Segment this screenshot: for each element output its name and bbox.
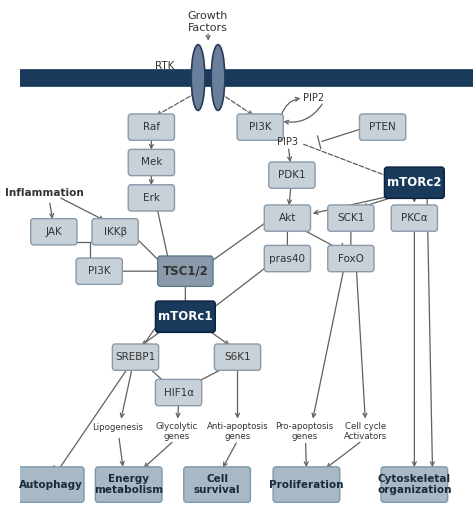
FancyBboxPatch shape xyxy=(155,379,202,406)
FancyBboxPatch shape xyxy=(328,205,374,231)
Text: FoxO: FoxO xyxy=(338,254,364,264)
Text: PI3K: PI3K xyxy=(249,122,272,132)
FancyBboxPatch shape xyxy=(214,344,261,370)
Text: Akt: Akt xyxy=(279,213,296,223)
FancyBboxPatch shape xyxy=(381,467,447,502)
Text: Autophagy: Autophagy xyxy=(19,480,82,490)
Text: Pro-apoptosis
genes: Pro-apoptosis genes xyxy=(275,422,333,441)
FancyBboxPatch shape xyxy=(158,256,213,286)
FancyBboxPatch shape xyxy=(31,219,77,245)
Text: Lipogenesis: Lipogenesis xyxy=(92,423,143,432)
Text: SCK1: SCK1 xyxy=(337,213,365,223)
Text: Cytoskeletal
organization: Cytoskeletal organization xyxy=(377,474,452,495)
Text: Cell cycle
Activators: Cell cycle Activators xyxy=(344,422,387,441)
Text: Growth
Factors: Growth Factors xyxy=(188,11,228,33)
FancyBboxPatch shape xyxy=(184,467,250,502)
Text: Inflammation: Inflammation xyxy=(5,188,84,198)
FancyBboxPatch shape xyxy=(76,258,122,284)
Ellipse shape xyxy=(211,45,225,111)
Text: PKCα: PKCα xyxy=(401,213,428,223)
Text: Energy
metabolism: Energy metabolism xyxy=(94,474,163,495)
Text: PIP2: PIP2 xyxy=(303,93,324,103)
Text: Mek: Mek xyxy=(141,158,162,167)
Text: RTK: RTK xyxy=(155,61,174,71)
FancyBboxPatch shape xyxy=(92,219,138,245)
FancyBboxPatch shape xyxy=(128,114,174,140)
Text: TSC1/2: TSC1/2 xyxy=(163,265,208,278)
Text: PI3K: PI3K xyxy=(88,266,110,276)
Text: S6K1: S6K1 xyxy=(224,352,251,362)
Text: HIF1α: HIF1α xyxy=(164,387,194,397)
Text: mTORc2: mTORc2 xyxy=(387,176,442,189)
Text: SREBP1: SREBP1 xyxy=(115,352,155,362)
Text: Glycolytic
genes: Glycolytic genes xyxy=(155,422,198,441)
Text: PTEN: PTEN xyxy=(369,122,396,132)
FancyBboxPatch shape xyxy=(391,205,438,231)
FancyBboxPatch shape xyxy=(359,114,406,140)
FancyBboxPatch shape xyxy=(269,162,315,188)
FancyBboxPatch shape xyxy=(95,467,162,502)
FancyBboxPatch shape xyxy=(273,467,340,502)
FancyBboxPatch shape xyxy=(155,301,215,333)
Text: PDK1: PDK1 xyxy=(278,170,306,180)
Text: Anti-apoptosis
genes: Anti-apoptosis genes xyxy=(207,422,268,441)
FancyBboxPatch shape xyxy=(237,114,283,140)
FancyBboxPatch shape xyxy=(128,150,174,175)
Text: PIP3: PIP3 xyxy=(277,137,298,147)
FancyBboxPatch shape xyxy=(18,467,84,502)
Text: Raf: Raf xyxy=(143,122,160,132)
Text: mTORc1: mTORc1 xyxy=(158,310,213,323)
Text: Proliferation: Proliferation xyxy=(269,480,344,490)
FancyBboxPatch shape xyxy=(384,167,444,198)
Text: JAK: JAK xyxy=(46,227,62,237)
FancyBboxPatch shape xyxy=(264,245,310,272)
Text: Cell
survival: Cell survival xyxy=(194,474,240,495)
FancyBboxPatch shape xyxy=(112,344,159,370)
FancyBboxPatch shape xyxy=(264,205,310,231)
Text: IKKβ: IKKβ xyxy=(103,227,127,237)
Text: Erk: Erk xyxy=(143,193,160,203)
FancyBboxPatch shape xyxy=(328,245,374,272)
Text: pras40: pras40 xyxy=(269,254,305,264)
FancyBboxPatch shape xyxy=(128,185,174,211)
Ellipse shape xyxy=(191,45,205,111)
